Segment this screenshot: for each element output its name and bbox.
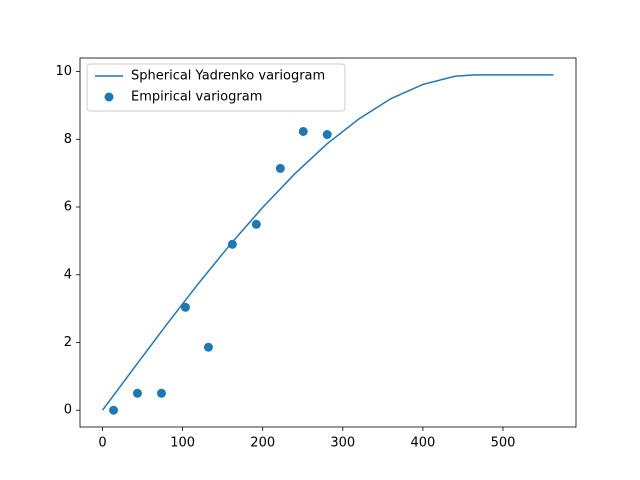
x-tick-label: 500 (491, 436, 516, 451)
legend-marker (104, 92, 114, 102)
y-tick-label: 8 (64, 132, 72, 147)
scatter-point (251, 219, 261, 229)
legend-box (86, 63, 346, 112)
x-tick-label: 300 (330, 436, 355, 451)
legend-label: Empirical variogram (131, 90, 262, 105)
scatter-point (132, 388, 142, 398)
scatter-point (227, 239, 237, 249)
variogram-line (101, 74, 554, 411)
y-tick-label: 0 (64, 403, 72, 418)
scatter-point (156, 388, 166, 398)
x-tick-label: 0 (98, 436, 106, 451)
y-tick-label: 2 (64, 335, 72, 350)
y-tick-label: 10 (55, 64, 72, 79)
axes-frame (79, 57, 577, 428)
x-tick-label: 400 (410, 436, 435, 451)
y-tick-label: 4 (64, 267, 72, 282)
scatter-point (180, 302, 190, 312)
scatter-point (109, 405, 119, 415)
y-tick-label: 6 (64, 200, 72, 215)
x-tick-label: 200 (250, 436, 275, 451)
legend-label: Spherical Yadrenko variogram (131, 69, 325, 84)
scatter-point (275, 163, 285, 173)
x-tick-label: 100 (170, 436, 195, 451)
scatter-point (203, 342, 213, 352)
scatter-point (298, 126, 308, 136)
scatter-point (322, 130, 332, 140)
